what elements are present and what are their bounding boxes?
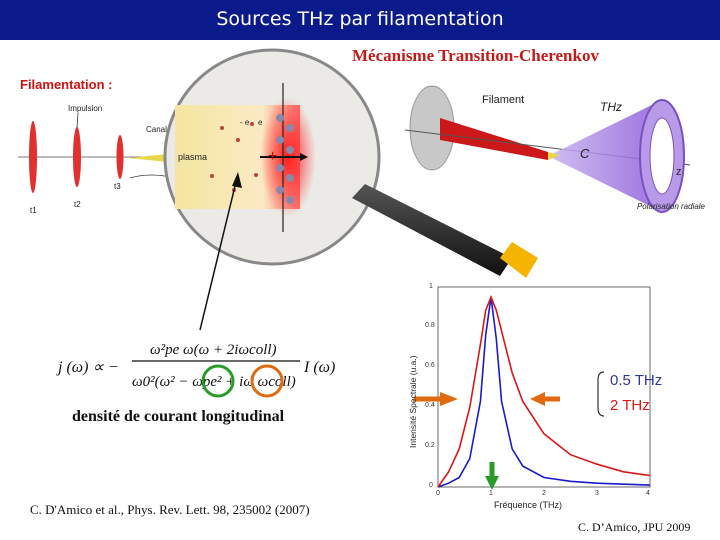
pulse-t3 (116, 135, 124, 179)
canal-label: Canal (146, 125, 167, 134)
svg-text:j (ω) ∝ −: j (ω) ∝ − (56, 359, 119, 376)
mechanism-subtitle: Mécanisme Transition-Cherenkov (352, 46, 599, 65)
citation: C. D'Amico et al., Phys. Rev. Lett. 98, … (30, 502, 310, 517)
ytick: 0.4 (425, 402, 435, 409)
charge-e: e (258, 118, 263, 127)
time-t3: t3 (114, 182, 121, 191)
omega-pe-circle (201, 364, 235, 398)
ytick: 0.8 (425, 322, 435, 329)
xtick: 3 (595, 490, 599, 497)
filamentation-label: Filamentation : (20, 77, 113, 92)
time-t1: t1 (30, 206, 37, 215)
polarisation-label: Polarisation radiale (636, 202, 706, 211)
credit: C. D’Amico, JPU 2009 (578, 520, 691, 534)
ytick: 1 (429, 283, 433, 290)
ytick: 0 (429, 482, 433, 489)
omega-coll-circle (250, 364, 284, 398)
charge-particles (210, 114, 294, 204)
canal-channel (128, 154, 168, 162)
spectrum-xlabel: Fréquence (THz) (494, 500, 563, 510)
plasma-label: plasma (178, 152, 208, 162)
xtick: 0 (436, 490, 440, 497)
title-bar: Sources THz par filamentation (0, 0, 720, 40)
ytick: 0.2 (425, 442, 435, 449)
pulse-t2 (73, 127, 81, 187)
magnifier-handle (352, 184, 512, 276)
xtick: 4 (646, 490, 650, 497)
filament-label: Filament (482, 94, 525, 106)
spectrum-curves (437, 294, 651, 488)
c-label: C (580, 146, 590, 161)
current-density-formula: j (ω) ∝ − ω²pe ω(ω + 2iωcoll) ω0²(ω² − ω… (56, 342, 335, 390)
svg-text:ω²pe ω(ω + 2iωcoll): ω²pe ω(ω + 2iωcoll) (150, 342, 277, 358)
charge-neg: - e (240, 118, 250, 127)
magnifier-handle-tip (500, 242, 538, 278)
svg-text:I (ω): I (ω) (303, 359, 335, 376)
series-line-1 (437, 294, 651, 488)
xtick: 1 (489, 490, 493, 497)
thz-label: THz (600, 100, 622, 114)
time-t2: t2 (74, 200, 81, 209)
z-label: z (676, 166, 682, 178)
charge-pos: + (268, 148, 278, 165)
pulse-t1 (29, 121, 37, 193)
filament-beam (440, 118, 548, 160)
impulsion-label: Impulsion (68, 104, 103, 113)
page-title: Sources THz par filamentation (216, 8, 504, 30)
legend-red: 2 THz (610, 397, 650, 414)
spectrum-ylabel: Intensité Spectrale (u.a.) (408, 355, 418, 448)
thz-cone (548, 100, 662, 212)
legend-blue: 0.5 THz (610, 372, 663, 389)
svg-text:ω0²(ω² − ωpe² + iω ωcoll): ω0²(ω² − ωpe² + iω ωcoll) (132, 374, 296, 390)
series-line-0 (437, 296, 651, 488)
formula-caption: densité de courant longitudinal (72, 408, 285, 425)
xtick: 2 (542, 490, 546, 497)
ytick: 0.6 (425, 362, 435, 369)
